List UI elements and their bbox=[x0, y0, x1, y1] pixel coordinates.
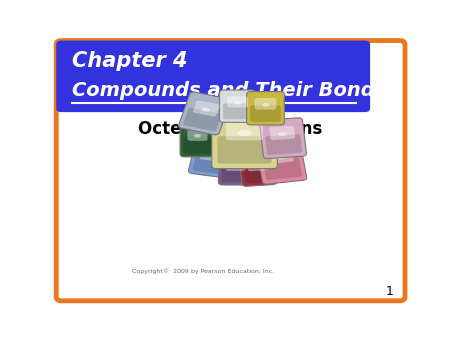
Ellipse shape bbox=[234, 101, 241, 104]
FancyBboxPatch shape bbox=[223, 103, 252, 119]
FancyBboxPatch shape bbox=[199, 148, 222, 162]
FancyBboxPatch shape bbox=[227, 96, 248, 107]
FancyBboxPatch shape bbox=[217, 136, 272, 164]
FancyBboxPatch shape bbox=[189, 141, 231, 177]
Ellipse shape bbox=[233, 165, 239, 168]
FancyBboxPatch shape bbox=[250, 105, 281, 122]
FancyBboxPatch shape bbox=[220, 90, 256, 122]
Text: Octet Rule and Ions: Octet Rule and Ions bbox=[139, 120, 323, 138]
FancyBboxPatch shape bbox=[184, 137, 212, 154]
Text: Compounds and Their Bonds: Compounds and Their Bonds bbox=[72, 80, 386, 99]
Ellipse shape bbox=[262, 103, 269, 106]
FancyBboxPatch shape bbox=[260, 118, 306, 159]
Text: Copyright©  2009 by Pearson Education, Inc.: Copyright© 2009 by Pearson Education, In… bbox=[131, 268, 274, 274]
FancyBboxPatch shape bbox=[247, 159, 268, 171]
Ellipse shape bbox=[238, 130, 252, 136]
FancyBboxPatch shape bbox=[226, 122, 263, 140]
FancyBboxPatch shape bbox=[263, 157, 302, 180]
Ellipse shape bbox=[202, 107, 210, 112]
Ellipse shape bbox=[207, 154, 214, 158]
FancyBboxPatch shape bbox=[226, 160, 246, 171]
Text: 4.1: 4.1 bbox=[215, 110, 247, 128]
FancyBboxPatch shape bbox=[244, 166, 273, 183]
FancyBboxPatch shape bbox=[180, 122, 215, 157]
FancyBboxPatch shape bbox=[222, 167, 250, 182]
FancyBboxPatch shape bbox=[266, 148, 294, 164]
Ellipse shape bbox=[254, 165, 261, 168]
FancyBboxPatch shape bbox=[270, 126, 295, 140]
FancyBboxPatch shape bbox=[187, 129, 207, 141]
FancyBboxPatch shape bbox=[179, 92, 230, 135]
Text: 1: 1 bbox=[385, 285, 393, 298]
FancyBboxPatch shape bbox=[247, 92, 284, 125]
Ellipse shape bbox=[276, 155, 285, 160]
FancyBboxPatch shape bbox=[255, 98, 276, 110]
FancyBboxPatch shape bbox=[266, 134, 302, 155]
FancyBboxPatch shape bbox=[56, 41, 370, 112]
FancyBboxPatch shape bbox=[183, 108, 221, 131]
FancyBboxPatch shape bbox=[239, 152, 277, 186]
Ellipse shape bbox=[278, 132, 287, 136]
FancyBboxPatch shape bbox=[193, 100, 220, 117]
FancyBboxPatch shape bbox=[193, 155, 225, 174]
Text: Chapter 4: Chapter 4 bbox=[72, 51, 188, 71]
FancyBboxPatch shape bbox=[218, 154, 253, 185]
FancyBboxPatch shape bbox=[212, 110, 277, 169]
Ellipse shape bbox=[194, 134, 201, 138]
FancyBboxPatch shape bbox=[256, 139, 306, 184]
FancyBboxPatch shape bbox=[56, 41, 405, 301]
